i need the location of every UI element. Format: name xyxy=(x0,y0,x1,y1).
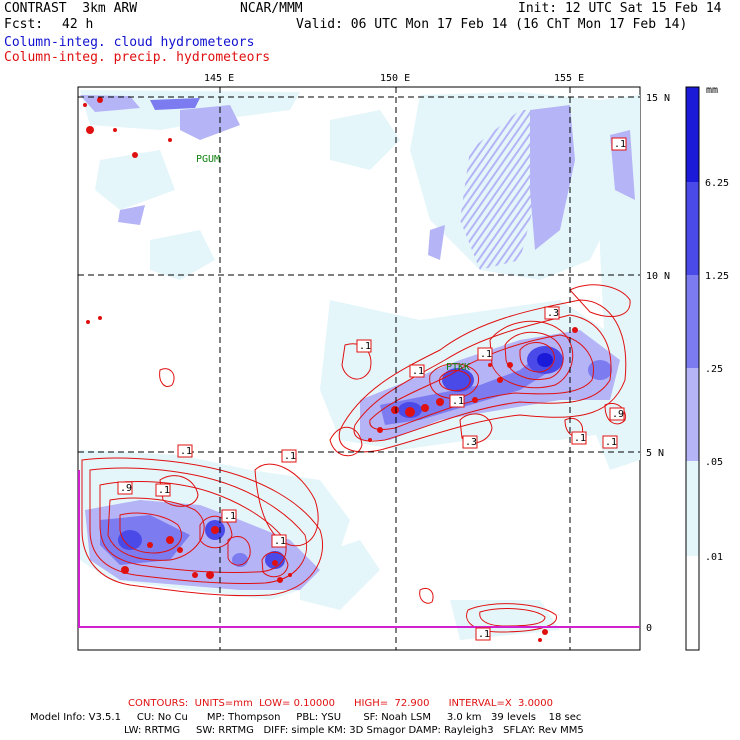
precip-cores xyxy=(83,97,578,642)
contour-label: .9 xyxy=(612,409,624,420)
contour-label: .1 xyxy=(614,139,626,150)
lat-label-10n: 10 N xyxy=(646,271,670,282)
graticule xyxy=(78,87,640,650)
forecast-label: Fcst: xyxy=(4,17,44,32)
colorbar-swatch xyxy=(686,556,699,650)
colorbar-swatch xyxy=(686,368,699,461)
lon-label-150: 150 E xyxy=(380,73,410,84)
station-label-guam: PGUM xyxy=(196,154,220,165)
contour-label: .1 xyxy=(605,437,617,448)
colorbar-swatch xyxy=(686,461,699,556)
organization-label: NCAR/MMM xyxy=(240,1,303,16)
cloud-field-title: Column-integ. cloud hydrometeors xyxy=(4,35,255,50)
model-title: CONTRAST 3km ARW xyxy=(4,1,138,16)
colorbar-swatch xyxy=(686,182,699,275)
colorbar-label: 1.25 xyxy=(705,271,729,282)
valid-time: Valid: 06 UTC Mon 17 Feb 14 (16 ChT Mon … xyxy=(296,17,688,32)
cloud-fields xyxy=(80,90,640,640)
colorbar-units: mm xyxy=(706,85,718,96)
contour-label: .3 xyxy=(465,437,477,448)
colorbar-swatch xyxy=(686,87,699,182)
lon-label-145: 145 E xyxy=(204,73,234,84)
contour-label: .1 xyxy=(359,341,371,352)
contour-label: .1 xyxy=(478,629,490,640)
contour-label: .1 xyxy=(574,433,586,444)
contour-label: .1 xyxy=(412,366,424,377)
contour-label: .1 xyxy=(274,536,286,547)
contour-label: .1 xyxy=(180,446,192,457)
lon-label-155: 155 E xyxy=(554,73,584,84)
lat-label-15n: 15 N xyxy=(646,93,670,104)
precip-contours xyxy=(81,284,631,633)
contour-label: .9 xyxy=(120,483,132,494)
contour-label: .1 xyxy=(224,511,236,522)
contour-label: .1 xyxy=(284,451,296,462)
model-info-line-1: Model Info: V3.5.1 CU: No Cu MP: Thompso… xyxy=(30,712,582,723)
model-info-line-2: LW: RRTMG SW: RRTMG DIFF: simple KM: 3D … xyxy=(124,725,584,736)
colorbar-label: .01 xyxy=(705,552,723,563)
colorbar: mm 6.25 1.25 .25 .05 .01 xyxy=(685,85,729,651)
colorbar-label: .05 xyxy=(705,457,723,468)
contour-label: .1 xyxy=(158,485,170,496)
init-time: Init: 12 UTC Sat 15 Feb 14 xyxy=(518,1,722,16)
contour-label: .1 xyxy=(452,396,464,407)
colorbar-swatch xyxy=(686,275,699,368)
station-label-chuuk: PTKK xyxy=(446,362,470,373)
contour-label: .1 xyxy=(480,349,492,360)
colorbar-label: 6.25 xyxy=(705,178,729,189)
contour-label: .3 xyxy=(547,308,559,319)
precip-field-title: Column-integ. precip. hydrometeors xyxy=(4,50,271,65)
forecast-hour: 42 h xyxy=(62,17,94,32)
contour-labels: .1 .1 .1 .1 .3 .3 .1 .1 .9 .1 .1 .1 .1 .… xyxy=(117,137,627,641)
contour-info: CONTOURS: UNITS=mm LOW= 0.10000 HIGH= 72… xyxy=(128,698,554,709)
colorbar-label: .25 xyxy=(705,364,723,375)
lat-label-equator: 0 xyxy=(646,623,652,634)
lat-label-5n: 5 N xyxy=(646,448,664,459)
